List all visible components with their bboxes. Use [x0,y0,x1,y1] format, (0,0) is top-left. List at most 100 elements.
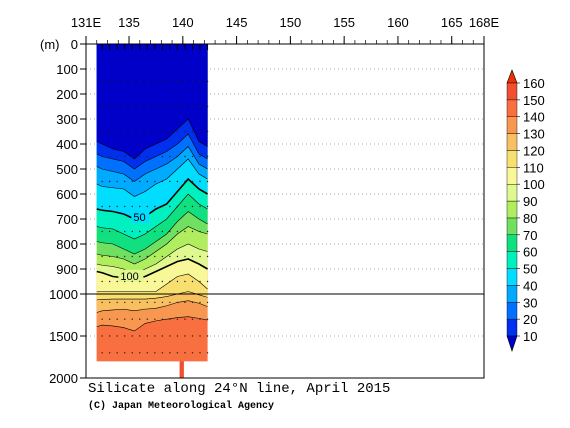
station-dot [108,130,111,133]
station-dot [184,255,186,258]
station-dot [131,105,133,108]
colorbar-segment [506,268,518,286]
station-dot [124,280,126,283]
station-dot [101,180,103,183]
station-dot [154,80,156,83]
station-dot [154,335,156,337]
station-dot [169,155,171,158]
colorbar-segment [506,285,518,303]
station-dot [154,280,156,283]
station-dot [176,255,179,258]
station-dot [116,80,118,83]
station-dot [176,80,179,83]
y-tick-label: 400 [56,137,78,152]
station-dot [154,318,156,320]
station-dot [206,280,209,283]
station-dot [191,352,194,354]
station-dot [176,301,179,304]
station-dot [101,205,103,208]
station-dot [184,352,186,354]
station-dot [184,335,186,337]
station-dot [206,155,209,158]
contour-120 [96,291,208,301]
station-dot [161,205,164,208]
station-dot [116,301,118,304]
colorbar-segment [506,234,518,252]
station-dot [169,280,171,283]
contour-80 [96,226,208,265]
station-dot [169,352,171,354]
station-dot [146,318,149,320]
station-dot [161,130,164,133]
axis-labels: 131E 135 140 145 150 155 160 165 168E 0 100 200 300 4… [40,15,500,386]
colorbar-label: 10 [523,329,537,344]
station-dot [199,130,201,133]
colorbar-segment [506,133,518,151]
x-tick-label: 150 [280,15,302,30]
station-dot [101,318,103,320]
station-dot [139,205,141,208]
station-dot [146,205,149,208]
station-dot [191,335,194,337]
station-dot [206,105,209,108]
station-dot [116,280,118,283]
y-tick-label: 1500 [49,329,78,344]
station-dot [116,205,118,208]
station-dot [184,318,186,320]
colorbar-segment [506,167,518,185]
station-dot [161,352,164,354]
station-dot [116,105,118,108]
colorbar-label: 150 [523,93,545,108]
contour-10 [96,118,208,160]
station-dot [108,255,111,258]
colorbar-arrow-top [506,69,518,84]
colorbar-label: 30 [523,295,537,310]
contour-130 [96,300,208,313]
colorbar-segment [506,99,518,117]
station-dot [199,318,201,320]
station-dot [169,130,171,133]
station-dot [161,80,164,83]
station-dot [169,205,171,208]
station-dot [184,205,186,208]
colorbar-label: 130 [523,127,545,142]
station-dot [169,180,171,183]
station-dot [101,155,103,158]
station-dot [154,230,156,233]
station-dot [184,230,186,233]
station-dot [176,130,179,133]
station-dot [176,205,179,208]
station-dot [131,230,133,233]
station-dot [146,255,149,258]
x-tick-label: 131E [71,15,102,30]
y-tick-label: 1000 [49,287,78,302]
station-dot [139,180,141,183]
x-tick-label: 135 [118,15,140,30]
colorbar-segment [506,116,518,134]
station-dot [154,205,156,208]
station-dot [139,255,141,258]
station-dot [184,80,186,83]
station-dot [101,230,103,233]
station-dot [184,180,186,183]
station-dot [199,255,201,258]
colorbar-segment [506,217,518,236]
station-dot [176,352,179,354]
contour-100 [96,258,208,280]
contour-label-50: 50 [133,212,145,224]
x-tick-label: 140 [172,15,194,30]
station-dot [101,335,103,337]
station-dot [124,205,126,208]
station-dot [154,105,156,108]
station-dot [176,318,179,320]
station-dot [176,335,179,337]
y-unit-label: (m) [40,37,60,52]
colorbar-label: 80 [523,211,537,226]
station-dot [116,255,118,258]
station-dot [124,335,126,337]
station-dot [184,105,186,108]
station-dot [101,352,103,354]
station-dot [124,180,126,183]
